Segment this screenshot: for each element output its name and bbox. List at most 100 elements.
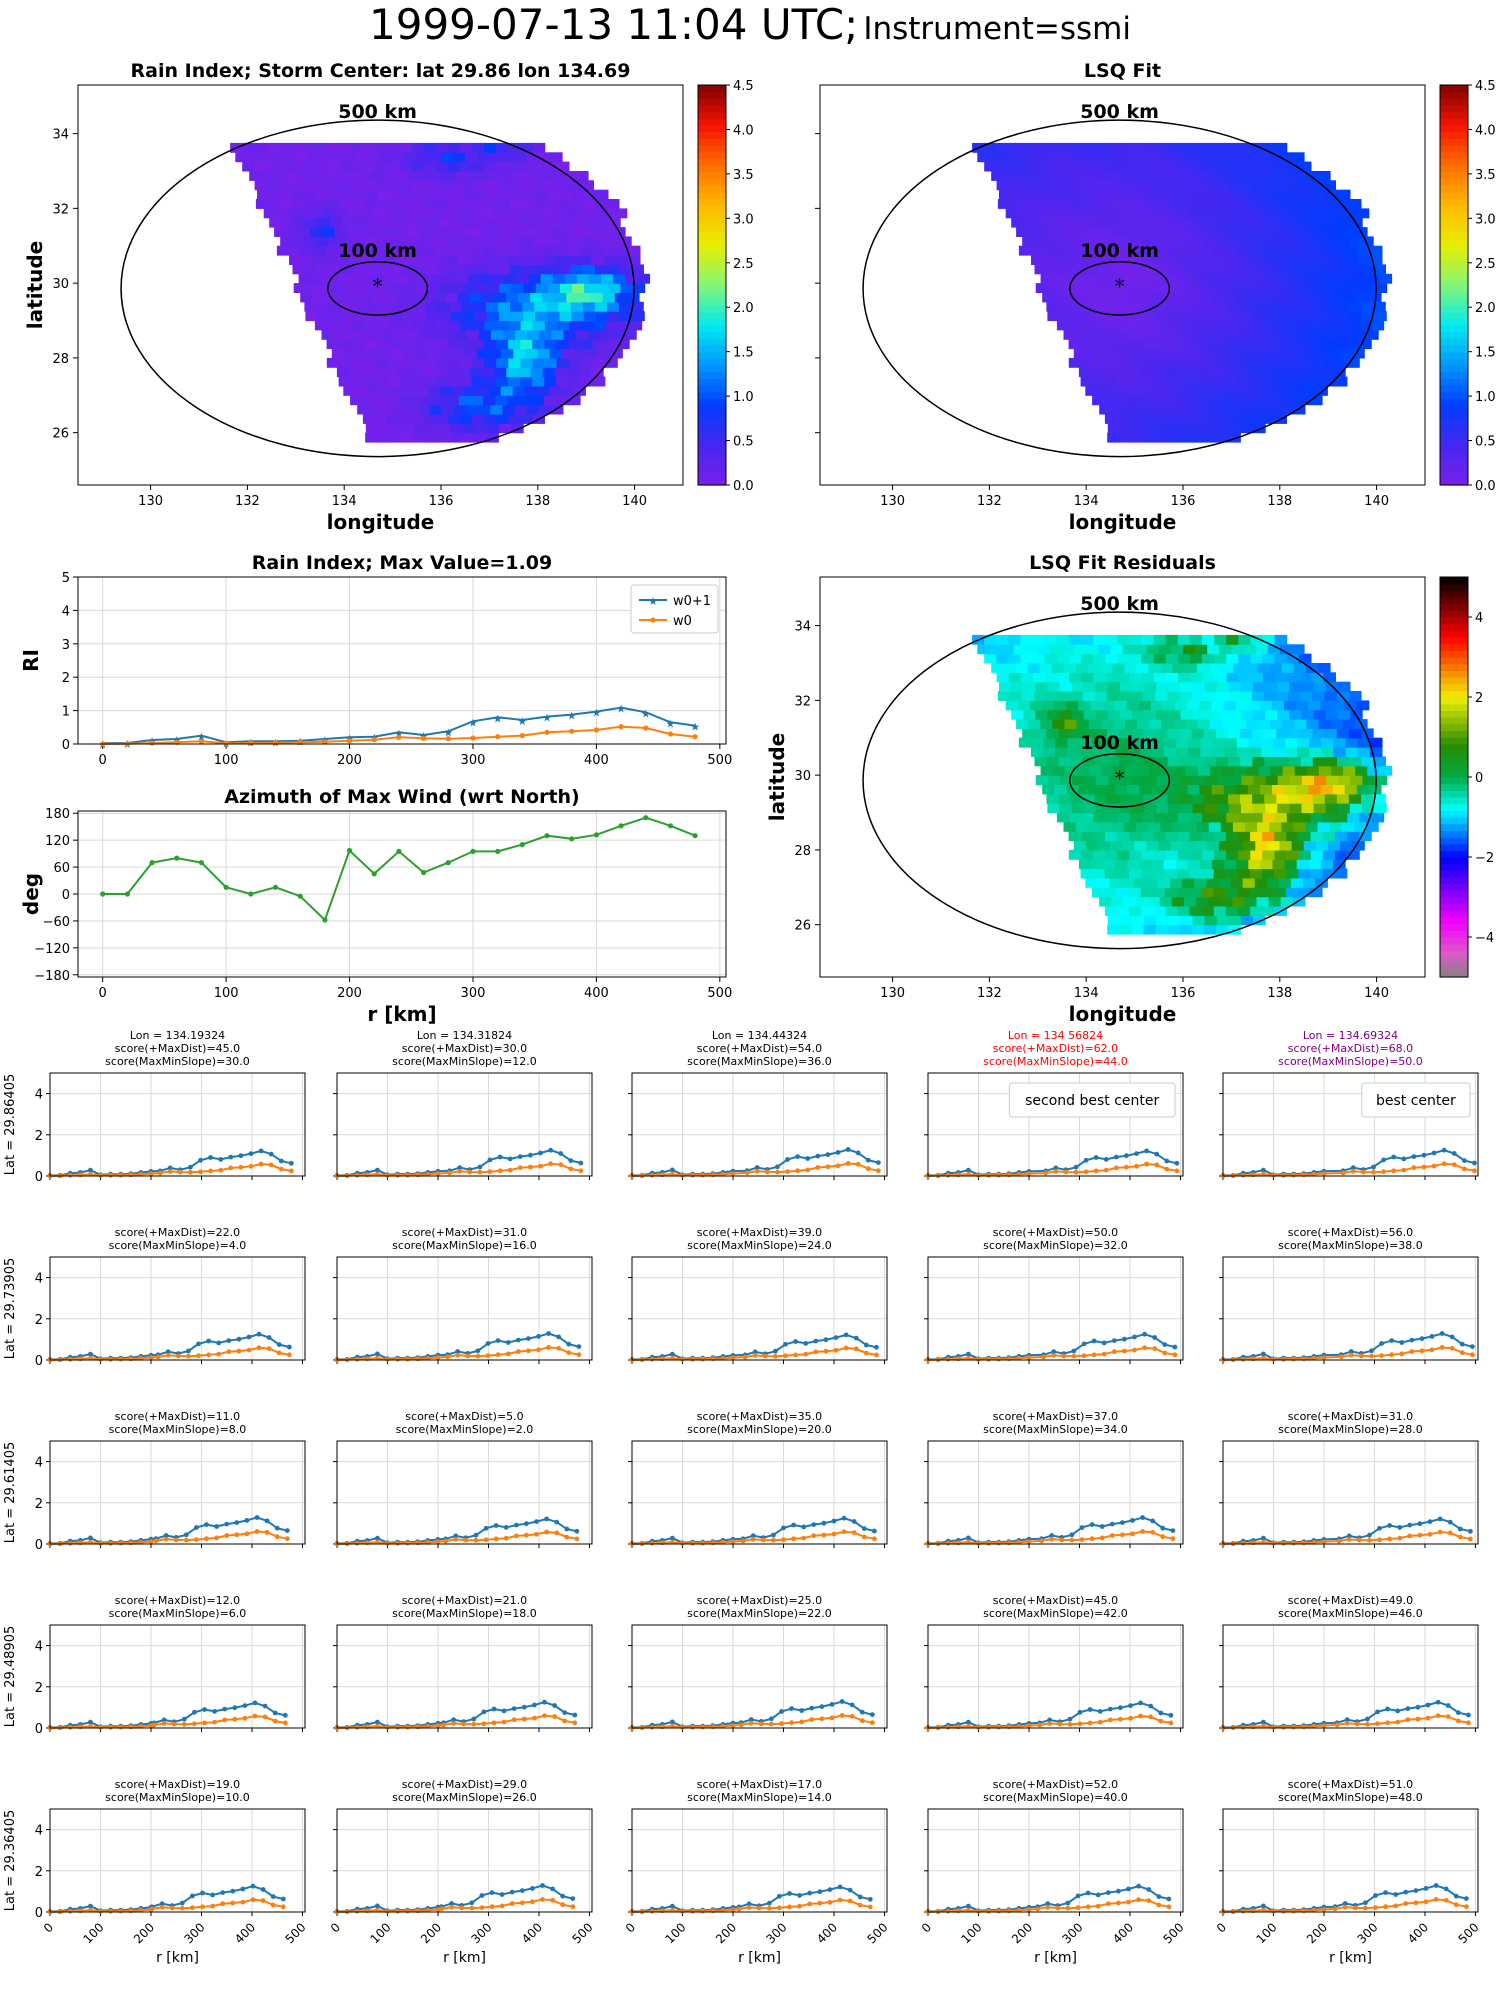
- heatmap-cell: [1194, 348, 1208, 359]
- heatmap-cell: [1294, 227, 1308, 237]
- heatmap-cell: [1141, 180, 1155, 191]
- heatmap-cell: [1093, 357, 1106, 368]
- heatmap-cell: [1246, 227, 1259, 237]
- heatmap-cell: [467, 171, 480, 181]
- heatmap-cell: [1164, 737, 1177, 748]
- heatmap-cell: [1250, 634, 1264, 645]
- heatmap-cell: [1322, 849, 1336, 860]
- heatmap-cell: [1288, 264, 1302, 275]
- heatmap-cell: [1191, 432, 1205, 443]
- heatmap-cell: [1091, 859, 1104, 870]
- heatmap-cell: [547, 283, 561, 293]
- heatmap-cell: [1216, 423, 1230, 434]
- heatmap-cell: [1238, 320, 1252, 331]
- ring-label-100km: 100 km: [1080, 240, 1159, 262]
- heatmap-cell: [1337, 709, 1351, 720]
- legend-marker: ★: [648, 595, 658, 608]
- colorbar-segment: [1440, 351, 1468, 359]
- heatmap-cell: [346, 227, 360, 237]
- heatmap-cell: [1068, 653, 1082, 664]
- heatmap-cell: [1049, 644, 1063, 655]
- heatmap-cell: [1264, 236, 1277, 247]
- ring-label-500km: 500 km: [1080, 593, 1159, 615]
- heatmap-cell: [1122, 348, 1135, 359]
- heatmap-cell: [1254, 385, 1268, 396]
- plot-area: [78, 577, 726, 744]
- profile-point: [1457, 1526, 1463, 1532]
- heatmap-cell: [1270, 227, 1283, 237]
- profile-point: [1342, 1904, 1348, 1910]
- heatmap-cell: [1177, 320, 1191, 331]
- heatmap-cell: [1216, 189, 1230, 200]
- profile-point: [843, 1345, 849, 1351]
- profile-point: [1387, 1523, 1392, 1528]
- heatmap-cell: [1345, 737, 1359, 748]
- heatmap-cell: [428, 152, 442, 163]
- profile-point: [809, 1705, 815, 1711]
- heatmap-cell: [1203, 199, 1217, 209]
- profile-point: [1291, 1540, 1297, 1546]
- heatmap-cell: [1282, 765, 1296, 776]
- heatmap-cell: [1253, 423, 1266, 434]
- heatmap-cell: [1011, 681, 1024, 692]
- profile-point: [445, 1354, 450, 1360]
- colorbar-segment: [1440, 191, 1468, 199]
- heatmap-cell: [1277, 681, 1290, 692]
- heatmap-cell: [592, 376, 606, 387]
- heatmap-cell: [1160, 663, 1174, 673]
- heatmap-cell: [1294, 273, 1308, 284]
- heatmap-cell: [1153, 653, 1167, 664]
- heatmap-cell: [340, 236, 354, 247]
- heatmap-cell: [360, 292, 374, 303]
- heatmap-cell: [1187, 292, 1201, 303]
- legend: ★ w0+1w0: [630, 584, 719, 634]
- profile-point: [740, 1538, 746, 1544]
- heatmap-cell: [1122, 152, 1136, 163]
- x-tick-label: 200: [713, 1920, 739, 1946]
- heatmap-cell: [1204, 915, 1218, 926]
- heatmap-cell: [1188, 245, 1201, 256]
- heatmap-cell: [1276, 728, 1289, 739]
- heatmap-cell: [387, 180, 401, 191]
- heatmap-cell: [1040, 719, 1053, 729]
- heatmap-cell: [309, 171, 323, 181]
- subplot-score-maxminslope: score(MaxMinSlope)=14.0: [687, 1791, 832, 1804]
- profile-point: [1075, 1893, 1081, 1899]
- subplot-score-maxdist: score(+MaxDist)=22.0: [115, 1226, 240, 1239]
- heatmap-cell: [1293, 171, 1307, 181]
- heatmap-cell: [583, 311, 597, 322]
- plot-area: [337, 1809, 592, 1912]
- heatmap-cell: [1189, 634, 1203, 645]
- subplot-score-maxminslope: score(MaxMinSlope)=36.0: [687, 1055, 832, 1068]
- heatmap-cell: [1152, 395, 1166, 406]
- heatmap-cell: [1277, 803, 1290, 814]
- heatmap-cell: [568, 339, 582, 350]
- profile-point: [945, 1356, 951, 1362]
- heatmap-cell: [532, 357, 546, 368]
- heatmap-cell: [1161, 227, 1174, 237]
- heatmap-cell: [346, 171, 359, 181]
- heatmap-cell: [371, 273, 384, 284]
- profile-point: [1095, 1892, 1101, 1898]
- profile-point: [576, 1352, 582, 1358]
- profile-point: [1472, 1168, 1477, 1174]
- profile-point: [1142, 1331, 1147, 1337]
- data-point: [371, 737, 377, 743]
- profile-point: [475, 1353, 481, 1359]
- heatmap-cell: [343, 348, 357, 359]
- heatmap-cell: [1262, 376, 1275, 387]
- heatmap-cell: [1082, 199, 1096, 209]
- heatmap-cell: [1139, 859, 1153, 870]
- y-tick-label: 34: [794, 620, 811, 635]
- heatmap-cell: [1191, 924, 1205, 935]
- heatmap-cell: [1366, 821, 1379, 832]
- heatmap-cell: [1289, 283, 1303, 293]
- heatmap-cell: [1093, 849, 1106, 860]
- heatmap-cell: [1262, 812, 1276, 823]
- heatmap-cell: [1005, 208, 1019, 219]
- heatmap-cell: [1179, 728, 1193, 739]
- heatmap-cell: [508, 376, 521, 387]
- heatmap-cell: [333, 329, 347, 340]
- profile-point: [670, 1167, 675, 1173]
- subplot-score-maxminslope: score(MaxMinSlope)=20.0: [687, 1423, 832, 1436]
